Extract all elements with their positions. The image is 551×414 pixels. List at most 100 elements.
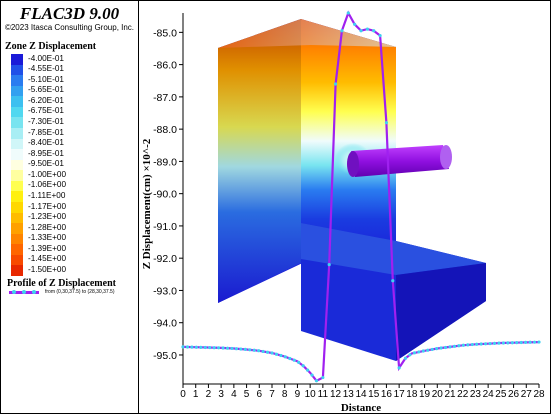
profile-point (488, 341, 492, 346)
color-ramp-swatch (11, 75, 23, 87)
color-ramp-swatch (11, 254, 23, 266)
y-tick-label: -91.0 (153, 221, 177, 233)
profile-point (421, 349, 425, 353)
model-bench-top (301, 223, 486, 275)
profile-point (270, 351, 274, 355)
y-tick-label: -87.0 (153, 92, 177, 104)
profile-point (510, 341, 514, 345)
profile-point (484, 342, 488, 346)
model-bench-side (396, 263, 486, 361)
x-tick-label: 26 (508, 389, 520, 400)
profile-point (372, 29, 376, 33)
model-view-and-profile-chart[interactable]: -85.0 -86.0 -87.0 -88.0 -89.0 -90.0 -91.0 -92.0… (139, 1, 551, 413)
x-tick-label: 2 (206, 389, 212, 400)
profile-point (353, 22, 357, 26)
color-ramp-swatch (11, 170, 23, 182)
profile-point (497, 341, 501, 345)
profile-point (378, 33, 382, 38)
x-tick-label: 25 (495, 389, 507, 400)
legend-entry-label: -1.00E+00 (28, 169, 67, 179)
profile-point (506, 341, 510, 345)
legend-entry-label: -1.39E+00 (28, 243, 67, 253)
model-block-top-face (218, 19, 396, 48)
profile-point (261, 349, 265, 354)
color-ramp-swatch (11, 64, 23, 76)
profile-point (221, 346, 225, 350)
profile-point (346, 11, 350, 15)
x-tick-label: 22 (457, 389, 469, 400)
profile-point (181, 345, 185, 349)
profile-point (301, 364, 305, 368)
y-tick-label: -88.0 (153, 124, 177, 136)
profile-point (457, 344, 461, 348)
x-tick-label: 1 (193, 389, 199, 400)
x-tick-label: 20 (432, 389, 444, 400)
profile-legend-subtitle: from (0,30,37.5) to (28,30,37.5) (45, 289, 115, 295)
legend-entry-label: -7.85E-01 (28, 127, 64, 137)
legend-panel: FLAC3D 9.00 ©2023 Itasca Consulting Grou… (1, 1, 139, 413)
color-ramp-swatch (11, 54, 23, 66)
color-ramp-swatch (11, 244, 23, 256)
profile-point (212, 346, 216, 350)
profile-point (306, 368, 310, 372)
profile-point (314, 379, 319, 383)
y-tick-label: -90.0 (153, 189, 177, 201)
profile-point (470, 342, 474, 347)
x-tick-label: 24 (483, 389, 495, 400)
profile-point (408, 353, 412, 357)
profile-point (239, 347, 243, 351)
x-tick-labels: 0 1 2 3 4 5 6 7 8 9 10 11 12 13 14 15 16 17 18 19 20 21 22 23 24… (180, 384, 545, 400)
profile-point (194, 345, 198, 349)
profile-point (225, 346, 230, 350)
profile-point (185, 345, 190, 349)
profile-chart[interactable]: -85.0 -86.0 -87.0 -88.0 -89.0 -90.0 -91.0 -92.0… (141, 10, 545, 413)
color-ramp-swatch (11, 85, 23, 97)
profile-point (439, 346, 443, 350)
model-block-side-face (218, 19, 301, 303)
x-tick-label: 5 (244, 389, 250, 400)
profile-point (230, 346, 234, 351)
x-tick-label: 15 (368, 389, 380, 400)
profile-point (265, 350, 270, 354)
profile-point (519, 340, 523, 345)
x-tick-label: 14 (355, 389, 367, 400)
profile-point (397, 366, 401, 370)
color-ramp-swatch (11, 96, 23, 108)
legend-entry-label: -1.11E+00 (28, 190, 66, 200)
color-ramp-swatch (11, 149, 23, 161)
profile-point (327, 263, 331, 267)
color-ramp-swatch (11, 180, 23, 192)
model-3d-view[interactable] (218, 19, 486, 361)
profile-point (475, 342, 479, 346)
profile-point (190, 345, 194, 349)
profile-point (524, 340, 528, 344)
profile-point (310, 373, 314, 377)
color-ramp-swatch (11, 265, 23, 277)
profile-series-points (181, 11, 541, 383)
x-tick-label: 10 (305, 389, 317, 400)
profile-point (297, 360, 301, 364)
x-tick-label: 23 (470, 389, 482, 400)
y-tick-label: -86.0 (153, 60, 177, 72)
x-tick-label: 21 (444, 389, 456, 400)
x-tick-label: 27 (521, 389, 533, 400)
profile-legend-marker-icon (32, 290, 36, 294)
profile-point (443, 345, 448, 350)
profile-point (435, 347, 439, 351)
profile-point (417, 350, 421, 354)
legend-entry-label: -5.65E-01 (28, 85, 64, 95)
color-ramp-swatch (11, 202, 23, 214)
profile-point (391, 279, 395, 283)
profile-point (257, 349, 261, 353)
legend-entry-label: -1.45E+00 (28, 254, 67, 264)
color-ramp (11, 54, 23, 277)
legend-entry-label: -4.00E-01 (28, 53, 64, 63)
profile-point (333, 82, 338, 86)
legend-entry-label: -4.55E-01 (28, 64, 64, 74)
y-tick-label: -92.0 (153, 253, 177, 265)
y-tick-label: -85.0 (153, 27, 177, 39)
profile-point (426, 348, 430, 352)
tunnel-end-right (440, 145, 452, 169)
profile-point (403, 356, 408, 360)
profile-point (461, 343, 465, 347)
